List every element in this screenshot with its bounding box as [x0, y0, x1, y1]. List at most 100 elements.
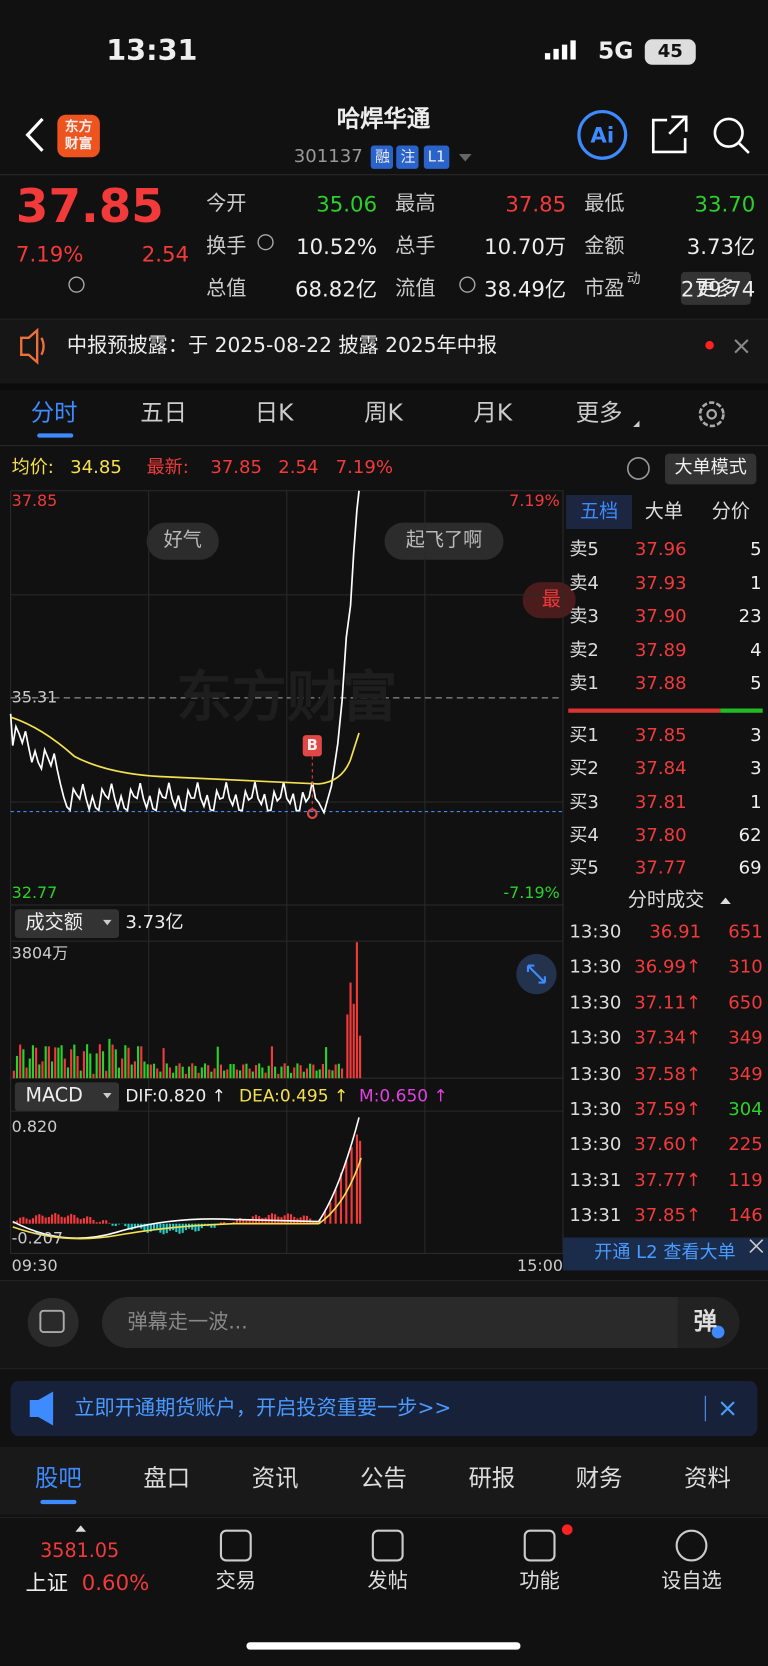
stat-value: 68.82亿	[295, 278, 377, 299]
volume-bar	[108, 1039, 110, 1078]
volume-bar	[258, 1063, 260, 1078]
volume-bar	[214, 1068, 216, 1078]
volume-bar	[86, 1044, 88, 1078]
macd-bar	[115, 1224, 117, 1226]
book-tab[interactable]: 大单	[645, 502, 683, 521]
more-button-label[interactable]: 更多	[696, 279, 736, 299]
stat-label: 最低	[584, 194, 624, 214]
watermark: 东方财富	[176, 670, 397, 725]
macd-bar	[35, 1215, 37, 1223]
volume-bar	[147, 1064, 149, 1078]
volume-bar	[217, 1047, 219, 1078]
buy-point	[308, 809, 316, 817]
macd-bar	[45, 1217, 47, 1223]
tab-more-caret	[633, 421, 639, 427]
trade-volume: 349	[728, 1030, 762, 1048]
info-tab[interactable]: 财务	[576, 1468, 623, 1491]
volume-bar	[312, 1065, 314, 1079]
volume-bar	[115, 1049, 117, 1078]
period-tab[interactable]: 周K	[364, 403, 403, 426]
volume-bar	[306, 1068, 308, 1078]
info-tab[interactable]: 研报	[468, 1468, 515, 1491]
trades-title: 分时成交	[628, 891, 704, 910]
book-tab[interactable]: 五档	[580, 502, 618, 521]
ad-text[interactable]: 立即开通期货账户，开启投资重要一步>>	[74, 1398, 451, 1418]
nav-label[interactable]: 设自选	[661, 1572, 722, 1592]
trade-time: 13:30	[569, 1030, 621, 1048]
settings-icon	[700, 403, 723, 426]
mode-label[interactable]: 大单模式	[675, 459, 747, 477]
stat-label: 总手	[395, 236, 435, 256]
volume-bar	[194, 1066, 196, 1078]
tag: 融	[375, 150, 390, 165]
book-volume: 69	[739, 860, 762, 878]
logo-text: 东方	[65, 121, 93, 135]
signal	[545, 40, 576, 59]
info-tab[interactable]: 资讯	[252, 1468, 299, 1491]
volume-bar	[328, 1070, 330, 1079]
back-icon	[28, 119, 43, 151]
volume-bar	[80, 1071, 82, 1079]
volume-bar	[22, 1049, 24, 1078]
macd-bar	[48, 1217, 50, 1224]
volume-bar	[207, 1065, 209, 1078]
volume-bar	[315, 1071, 317, 1079]
period-tab[interactable]: 分时	[31, 403, 78, 426]
danmu-label[interactable]: 弹	[694, 1311, 717, 1334]
info-tab[interactable]: 盘口	[143, 1468, 190, 1491]
volume-bar	[35, 1048, 37, 1079]
volume-bar	[121, 1059, 123, 1079]
info-tab[interactable]: 资料	[684, 1468, 731, 1491]
tag: 注	[400, 150, 415, 165]
macd-bar	[112, 1224, 114, 1226]
volume-bar	[25, 1068, 27, 1079]
macd-bar	[83, 1218, 85, 1224]
volume-bar	[303, 1072, 305, 1078]
logo-text: 财富	[65, 138, 93, 152]
period-tab[interactable]: 更多	[576, 403, 623, 426]
stat-value: 33.70	[694, 193, 755, 214]
volume-bar	[353, 1004, 355, 1078]
volume-selector-label[interactable]: 成交额	[25, 914, 82, 933]
volume-bar	[156, 1068, 158, 1078]
volume-bar	[296, 1063, 298, 1078]
macd-bar	[22, 1217, 24, 1224]
trade-price: 37.85↑	[634, 1207, 701, 1225]
book-tab[interactable]: 分价	[712, 502, 750, 521]
stat-label: 金额	[584, 236, 624, 256]
nav-label[interactable]: 交易	[216, 1572, 256, 1592]
notice-text[interactable]: 中报预披露：于 2025-08-22 披露 2025年中报	[67, 336, 497, 356]
period-tab[interactable]: 月K	[474, 403, 513, 426]
index-pct: 0.60%	[82, 1572, 150, 1593]
stat-label: 市盈	[584, 279, 624, 299]
nav-label[interactable]: 功能	[519, 1572, 559, 1592]
volume-bar	[166, 1063, 168, 1078]
dropdown	[103, 920, 111, 925]
volume-bar	[140, 1046, 142, 1078]
book-level: 卖1	[569, 675, 599, 693]
macd-bar	[359, 1141, 361, 1224]
stat-value: 10.70万	[484, 236, 566, 257]
promo-text[interactable]: 开通 L2 查看大单	[594, 1244, 735, 1262]
volume-bar	[293, 1067, 295, 1078]
volume-bar	[185, 1074, 187, 1078]
trade-price: 37.58↑	[634, 1066, 701, 1084]
trade-volume: 304	[728, 1101, 762, 1119]
period-tab[interactable]: 五日	[140, 403, 187, 426]
info-tab[interactable]: 公告	[360, 1468, 407, 1491]
macd-bar	[105, 1220, 107, 1223]
trade-time: 13:30	[569, 995, 621, 1013]
nav-label[interactable]: 发帖	[368, 1572, 408, 1592]
volume-bar	[359, 1036, 361, 1078]
volume-bar	[290, 1073, 292, 1078]
macd-bar	[41, 1216, 43, 1224]
macd-selector-label[interactable]: MACD	[25, 1087, 82, 1106]
book-price: 37.85	[635, 727, 687, 745]
volume-bar	[143, 1062, 145, 1079]
info-tab[interactable]: 股吧	[35, 1468, 82, 1491]
nav-icon	[525, 1531, 555, 1561]
trade-time: 13:30	[569, 1101, 621, 1119]
ai-label[interactable]: Ai	[590, 124, 614, 145]
volume-bar	[255, 1065, 257, 1078]
period-tab[interactable]: 日K	[255, 403, 294, 426]
